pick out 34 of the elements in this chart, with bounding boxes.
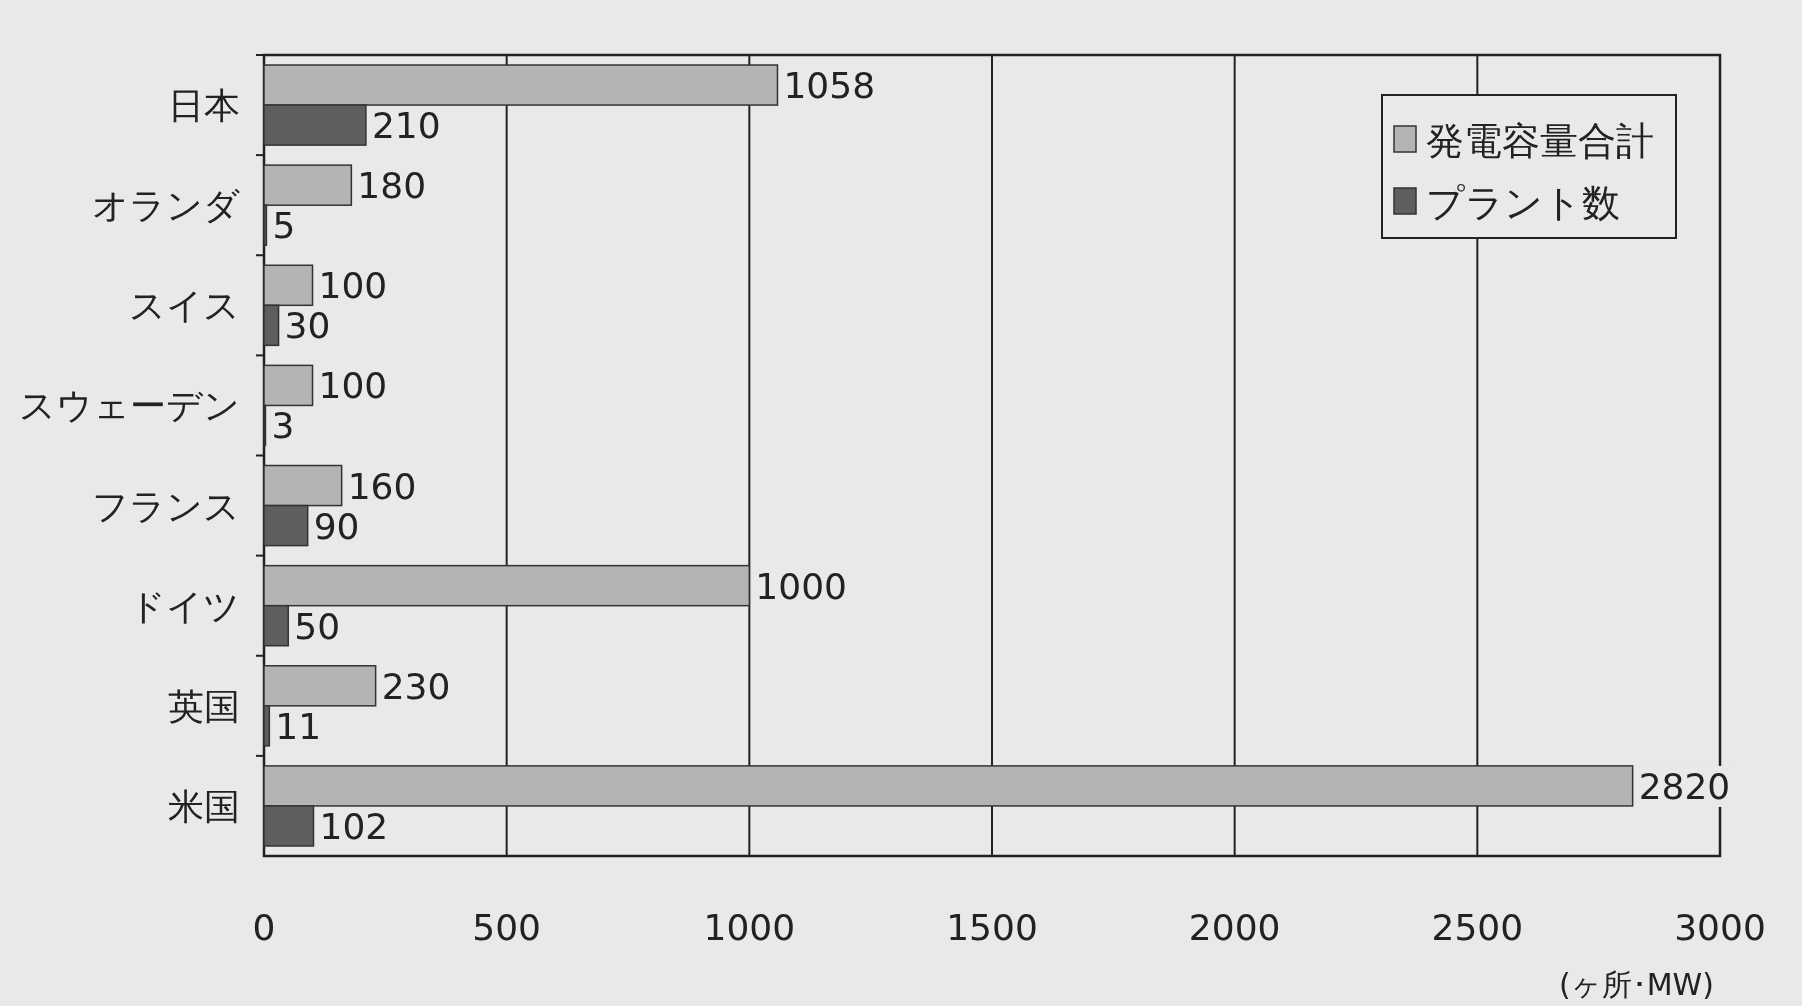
data-label: 100 <box>318 265 388 307</box>
x-tick-label: 3000 <box>1674 907 1766 948</box>
data-label: 102 <box>319 805 389 847</box>
data-label: 160 <box>347 465 417 507</box>
x-tick-label: 1500 <box>946 907 1038 948</box>
y-tick-label: フランス <box>92 485 240 527</box>
y-tick-label: スウェーデン <box>19 385 240 427</box>
data-label: 100 <box>318 365 388 407</box>
legend-label: 発電容量合計 <box>1426 119 1654 163</box>
data-label: 210 <box>371 105 441 147</box>
y-tick-label: 英国 <box>168 685 240 727</box>
legend-label: プラント数 <box>1426 181 1620 225</box>
x-tick-label: 2500 <box>1431 907 1524 948</box>
x-tick-label: 1000 <box>703 907 796 948</box>
data-label: 180 <box>357 165 427 207</box>
data-label: 90 <box>313 505 360 547</box>
x-tick-label: 0 <box>252 907 276 948</box>
data-label: 1000 <box>755 565 847 607</box>
data-label: 230 <box>381 665 451 707</box>
data-label: 50 <box>294 605 341 647</box>
x-tick-label: 500 <box>472 907 542 948</box>
data-label: 5 <box>272 205 296 247</box>
y-tick-label: 日本 <box>168 85 240 127</box>
data-label: 1058 <box>783 65 876 107</box>
data-label: 3 <box>271 405 295 447</box>
y-tick-label: オランダ <box>92 185 240 227</box>
data-label: 30 <box>284 305 331 347</box>
y-tick-label: ドイツ <box>129 585 240 627</box>
data-label: 11 <box>275 705 322 747</box>
x-axis-title: (ヶ所･MW) <box>1559 967 1714 1002</box>
x-tick-label: 2000 <box>1188 907 1281 948</box>
y-tick-label: 米国 <box>168 785 240 827</box>
y-tick-label: スイス <box>129 285 240 327</box>
data-label: 2820 <box>1638 765 1731 807</box>
